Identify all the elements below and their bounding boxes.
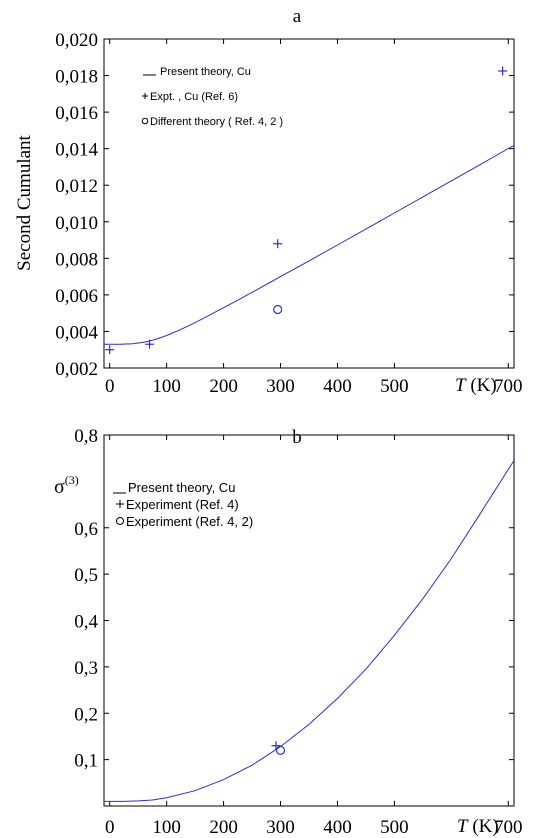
chart-b-y-tick-label: 0,4 bbox=[74, 612, 98, 633]
chart-b-legend-circle-symbol bbox=[116, 517, 124, 525]
chart-b-axes: 0 100 200 300 400 500 700 0,1 0,2 0,3 0,4 0,5 0,6 0,8 bbox=[74, 426, 522, 838]
chart-a-title: a bbox=[293, 6, 302, 27]
chart-a-x-axis-label: T (K) bbox=[455, 375, 497, 396]
chart-b-plot-area bbox=[104, 460, 514, 802]
chart-b-y-axis-symbol: σ bbox=[54, 476, 65, 498]
chart-a-y-tick-label: 0,012 bbox=[55, 176, 98, 197]
chart-a-y-tick-label: 0,016 bbox=[55, 103, 98, 124]
chart-a-y-tick-label: 0,004 bbox=[55, 322, 98, 343]
chart-a-plot-area bbox=[104, 66, 514, 355]
chart-b-y-tick-label: 0,2 bbox=[74, 704, 98, 725]
chart-a: a Second Cumulant T (K) 0 100 200 300 400 500… bbox=[14, 6, 523, 397]
chart-b-y-tick-label: 0,5 bbox=[74, 565, 98, 586]
chart-a-experiment-point bbox=[145, 339, 155, 349]
chart-a-x-tick-label: 700 bbox=[494, 376, 523, 397]
chart-a-axes: 0 100 200 300 400 500 700 0,002 0,004 0,006 0,008 0… bbox=[55, 30, 522, 397]
chart-a-x-tick-label: 0 bbox=[105, 376, 115, 397]
chart-a-x-axis-unit: (K) bbox=[466, 375, 497, 396]
chart-b-x-tick-label: 700 bbox=[494, 817, 523, 838]
chart-a-experiment-point bbox=[105, 345, 115, 355]
chart-b-legend-plus-symbol bbox=[116, 500, 124, 508]
chart-b-x-tick-label: 500 bbox=[380, 817, 409, 838]
chart-a-legend-plus-symbol bbox=[142, 93, 148, 99]
chart-a-x-tick-label: 500 bbox=[380, 376, 409, 397]
chart-a-experiment-point bbox=[273, 239, 283, 249]
chart-a-y-tick-label: 0,014 bbox=[55, 140, 98, 161]
chart-b-x-tick-label: 300 bbox=[266, 817, 295, 838]
chart-b-x-tick-label: 400 bbox=[323, 817, 352, 838]
chart-b-y-tick-label: 0,1 bbox=[74, 751, 98, 772]
chart-b-y-tick-label: 0,8 bbox=[74, 426, 98, 447]
chart-b-legend-line-label: Present theory, Cu bbox=[128, 480, 235, 495]
chart-a-x-tick-label: 100 bbox=[152, 376, 181, 397]
chart-b-x-axis-label: T (K) bbox=[457, 816, 499, 837]
chart-a-other-theory-point bbox=[273, 304, 283, 315]
chart-a-x-tick-label: 300 bbox=[266, 376, 295, 397]
chart-b-experiment-point bbox=[271, 741, 281, 751]
chart-b-x-tick-label: 0 bbox=[105, 817, 115, 838]
chart-a-frame bbox=[103, 38, 515, 369]
chart-b-legend-circle-label: Experiment (Ref. 4, 2) bbox=[126, 514, 253, 529]
chart-a-y-tick-label: 0,010 bbox=[55, 213, 98, 234]
chart-a-x-tick-label: 200 bbox=[209, 376, 238, 397]
chart-b-other-theory-point bbox=[275, 745, 286, 755]
chart-a-legend-line-label: Present theory, Cu bbox=[160, 66, 251, 78]
chart-a-y-tick-label: 0,006 bbox=[55, 286, 98, 307]
chart-b-legend: Present theory, Cu Experiment (Ref. 4) E… bbox=[113, 480, 253, 529]
chart-b-title: b bbox=[292, 427, 302, 448]
chart-a-x-tick-label: 400 bbox=[323, 376, 352, 397]
chart-b-y-tick-label: 0,6 bbox=[74, 519, 98, 540]
chart-a-y-axis-label: Second Cumulant bbox=[14, 134, 35, 270]
chart-a-legend-circle-label: Different theory ( Ref. 4, 2 ) bbox=[150, 116, 283, 128]
chart-b-y-axis-superscript: (3) bbox=[65, 473, 79, 487]
chart-a-y-tick-label: 0,018 bbox=[55, 67, 98, 88]
chart-a-legend-circle-symbol bbox=[141, 117, 149, 125]
chart-a-y-tick-label: 0,020 bbox=[55, 30, 98, 51]
chart-a-experiment-point bbox=[498, 66, 508, 76]
chart-a-legend-plus-label: Expt. , Cu (Ref. 6) bbox=[150, 91, 238, 103]
chart-b-legend-plus-label: Experiment (Ref. 4) bbox=[126, 497, 239, 512]
chart-a-y-tick-label: 0,002 bbox=[55, 359, 98, 380]
chart-b-y-tick-label: 0,3 bbox=[74, 658, 98, 679]
chart-b-y-axis-label: σ(3) bbox=[54, 473, 79, 498]
chart-a-legend: Present theory, Cu Expt. , Cu (Ref. 6) D… bbox=[141, 66, 283, 128]
chart-a-y-tick-label: 0,008 bbox=[55, 249, 98, 270]
chart-a-theory-line bbox=[104, 144, 514, 345]
chart-b: b σ(3) T (K) 0 100 200 300 400 500 700 0,1 0,2 0,… bbox=[54, 426, 523, 838]
chart-a-x-axis-symbol: T bbox=[455, 375, 467, 396]
chart-b-x-axis-unit: (K) bbox=[468, 816, 499, 837]
chart-b-x-axis-symbol: T bbox=[457, 816, 469, 837]
chart-b-x-tick-label: 200 bbox=[209, 817, 238, 838]
chart-b-x-tick-label: 100 bbox=[152, 817, 181, 838]
chart-b-theory-line bbox=[104, 460, 514, 802]
